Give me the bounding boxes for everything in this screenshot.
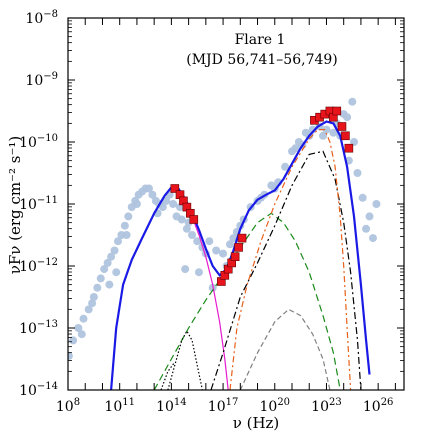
archival-point — [84, 305, 93, 314]
archival-point — [148, 190, 157, 199]
y-tick-label: 10−8 — [25, 9, 58, 27]
archival-point — [348, 97, 357, 106]
archival-point — [74, 324, 83, 332]
flare-point — [230, 252, 240, 261]
archival-point — [122, 231, 131, 239]
archival-point — [144, 184, 153, 193]
y-tick-label: 10−13 — [19, 319, 58, 337]
archival-point — [194, 268, 203, 277]
chart-title: Flare 1 — [235, 32, 286, 48]
archival-point — [69, 336, 78, 345]
archival-point — [281, 162, 290, 171]
flare-point — [332, 106, 342, 116]
archival-point — [177, 215, 186, 224]
x-tick-label: 1017 — [208, 397, 239, 415]
archival-point — [291, 144, 300, 153]
ec-torus-curve — [239, 308, 331, 390]
archival-point — [368, 234, 377, 243]
ec-blr-curve — [210, 150, 362, 390]
x-tick-label: 1023 — [311, 397, 342, 415]
disk-thermal-curve — [167, 329, 203, 390]
y-tick-label: 10−11 — [19, 195, 58, 213]
archival-point — [158, 203, 167, 212]
archival-point — [132, 200, 141, 208]
archival-point — [181, 265, 190, 274]
archival-point — [77, 330, 86, 339]
y-tick-label: 10−10 — [19, 133, 58, 151]
archival-point — [188, 231, 197, 239]
archival-point — [113, 237, 122, 246]
y-tick-label: 10−12 — [19, 257, 58, 275]
x-tick-label: 1011 — [104, 397, 135, 415]
x-tick-label: 108 — [56, 397, 80, 415]
flare-point — [344, 143, 354, 153]
chart-subtitle: (MJD 56,741–56,749) — [186, 52, 338, 68]
archival-point — [88, 299, 97, 308]
y-axis-label: νFν (erg cm⁻² s⁻¹) — [6, 136, 24, 275]
data-layer — [68, 97, 381, 390]
archival-point — [68, 351, 73, 360]
ssc-curve — [153, 212, 341, 390]
y-tick-label: 10−9 — [25, 71, 58, 89]
x-axis-label: ν (Hz) — [233, 414, 280, 432]
total-model-curve — [110, 120, 371, 390]
ec-disk-curve — [229, 129, 352, 390]
archival-point — [205, 237, 214, 246]
archival-point — [162, 196, 171, 205]
archival-point — [322, 125, 331, 134]
archival-point — [353, 169, 362, 177]
archival-point — [212, 246, 221, 255]
archival-point — [79, 314, 88, 323]
archival-point — [182, 224, 191, 233]
archival-point — [362, 224, 371, 233]
x-tick-label: 1014 — [156, 397, 187, 415]
x-tick-label: 1026 — [363, 397, 394, 415]
archival-point — [319, 131, 328, 140]
archival-point — [103, 258, 112, 267]
archival-point — [229, 234, 238, 243]
ticks-layer: 108 1011 1014 1017 1020 1023 1026 10−8 10−9 10−10… — [19, 9, 404, 415]
flare-point — [234, 243, 243, 252]
archival-point — [120, 221, 129, 230]
archival-point — [329, 128, 338, 137]
flare-point — [189, 215, 199, 224]
flare-point — [337, 122, 347, 131]
y-tick-label: 10−14 — [19, 381, 58, 399]
archival-point — [100, 265, 109, 274]
archival-point — [372, 200, 381, 208]
archival-point — [93, 283, 102, 292]
archival-point — [169, 200, 178, 208]
archival-point — [308, 125, 317, 134]
archival-point — [225, 240, 234, 249]
flare-point — [170, 184, 180, 193]
flare-point — [341, 131, 350, 141]
archival-point — [365, 212, 374, 221]
archival-point — [219, 249, 228, 258]
archival-point — [107, 252, 116, 261]
archival-point — [110, 246, 119, 255]
x-tick-label: 1020 — [259, 397, 290, 415]
archival-point — [193, 237, 202, 246]
archival-point — [89, 293, 98, 301]
archival-point — [358, 193, 367, 202]
archival-point — [96, 274, 105, 283]
flare-point — [237, 233, 247, 243]
archival-point — [339, 110, 348, 119]
archival-point — [112, 268, 121, 277]
archival-point — [124, 212, 133, 221]
archival-point — [105, 280, 114, 289]
